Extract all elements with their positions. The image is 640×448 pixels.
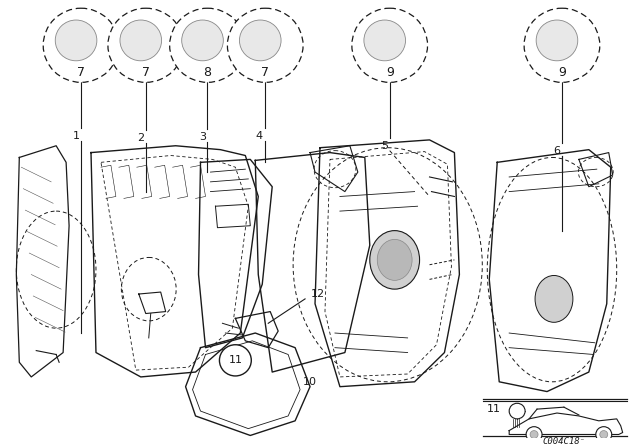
Text: 11: 11 bbox=[228, 355, 243, 366]
Circle shape bbox=[220, 345, 252, 376]
Text: 2: 2 bbox=[137, 133, 145, 143]
Text: 4: 4 bbox=[256, 131, 263, 141]
Circle shape bbox=[239, 20, 281, 61]
Text: 8: 8 bbox=[204, 66, 211, 79]
Ellipse shape bbox=[370, 231, 420, 289]
Text: 9: 9 bbox=[558, 66, 566, 79]
Circle shape bbox=[364, 20, 406, 61]
Text: 11: 11 bbox=[487, 404, 501, 414]
Circle shape bbox=[227, 8, 303, 82]
Text: 12: 12 bbox=[311, 289, 325, 299]
Circle shape bbox=[182, 20, 223, 61]
Ellipse shape bbox=[535, 276, 573, 322]
Circle shape bbox=[55, 20, 97, 61]
Circle shape bbox=[536, 20, 578, 61]
Text: 3: 3 bbox=[199, 132, 206, 142]
Text: 7: 7 bbox=[261, 66, 269, 79]
Ellipse shape bbox=[377, 239, 412, 280]
Circle shape bbox=[524, 8, 600, 82]
Text: 7: 7 bbox=[77, 66, 85, 79]
Circle shape bbox=[600, 431, 608, 439]
Text: 5: 5 bbox=[381, 141, 388, 151]
Text: C004C18⁻: C004C18⁻ bbox=[543, 437, 586, 446]
Circle shape bbox=[108, 8, 184, 82]
Circle shape bbox=[352, 8, 428, 82]
Text: 1: 1 bbox=[72, 131, 79, 141]
Circle shape bbox=[530, 431, 538, 439]
Circle shape bbox=[170, 8, 245, 82]
Text: 9: 9 bbox=[386, 66, 394, 79]
Circle shape bbox=[509, 403, 525, 419]
Circle shape bbox=[596, 426, 612, 442]
Circle shape bbox=[526, 426, 542, 442]
Circle shape bbox=[120, 20, 161, 61]
Text: 7: 7 bbox=[141, 66, 150, 79]
Text: 10: 10 bbox=[303, 377, 317, 387]
Circle shape bbox=[44, 8, 119, 82]
Text: 6: 6 bbox=[554, 146, 561, 155]
